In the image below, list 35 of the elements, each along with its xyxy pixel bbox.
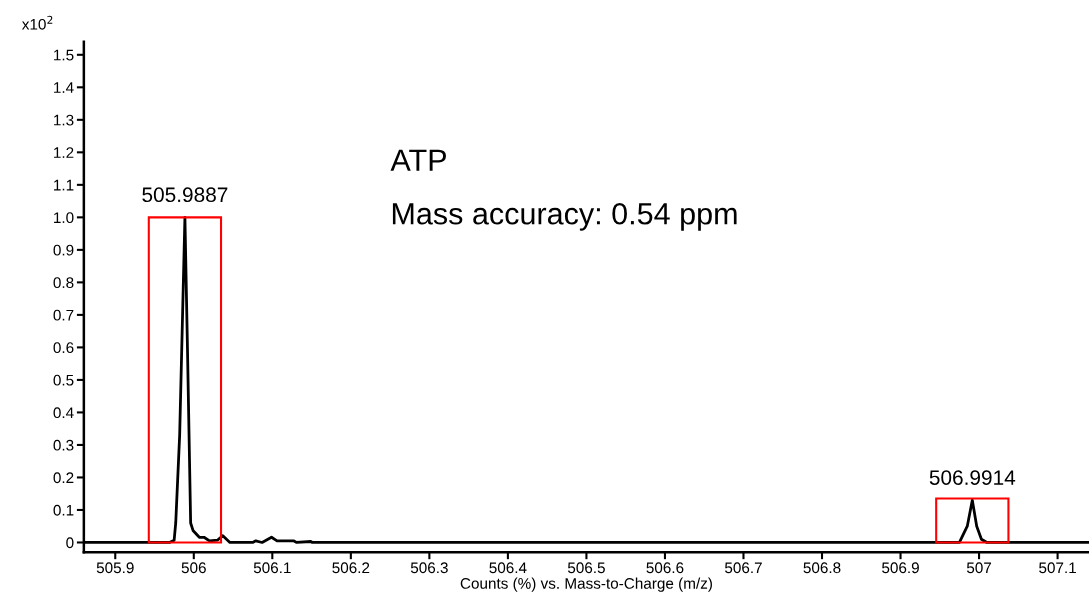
y-tick-label: 1.4 [54,82,74,93]
y-tick-label: 0.4 [53,407,74,419]
y-tick-label: 0.3 [53,439,74,451]
x-tick-label: 507 [966,562,992,574]
y-axis-title: x10$^{2}$ [21,15,53,30]
x-tick-label: 506.5 [567,562,605,574]
x-tick-label: 506.1 [253,562,291,574]
y-tick-label: 0.7 [53,309,74,321]
y-tick-label: 0.8 [53,277,74,289]
annotation: 506.9914 [929,470,1016,485]
x-tick-label: 506.2 [332,562,370,574]
x-tick-label: 506 [181,562,206,574]
y-tick-label: 0 [66,537,74,549]
x-tick-label: 505.9 [96,562,134,574]
y-tick-label: 1.2 [54,147,74,158]
y-tick-label: 0.1 [53,504,74,516]
x-tick-label: 506.9 [882,562,919,574]
y-tick-label: 1.1 [54,179,74,191]
annotation: 505.9887 [142,187,228,203]
x-tick-label: 506.4 [489,562,527,574]
x-tick-label: 506.7 [724,562,762,574]
y-tick-label: 1.0 [54,212,74,224]
x-tick-label: 506.8 [803,562,841,574]
y-tick-label: 0.5 [53,374,74,386]
y-tick-label: 0.2 [53,472,74,484]
y-tick-label: 0.6 [53,342,74,354]
x-tick-label: 507.1 [1039,562,1076,574]
x-tick-label: 506.3 [410,562,448,574]
x-tick-label: 506.6 [646,562,684,574]
y-tick-label: 1.5 [54,49,74,61]
annotation: Mass accuracy: 0.54 ppm [392,202,737,231]
x-axis-title: Counts (%) vs. Mass-to-Charge (m/z) [460,577,712,592]
annotation: ATP [390,149,446,171]
y-tick-label: 1.3 [54,114,74,126]
y-tick-label: 0.9 [53,244,74,256]
